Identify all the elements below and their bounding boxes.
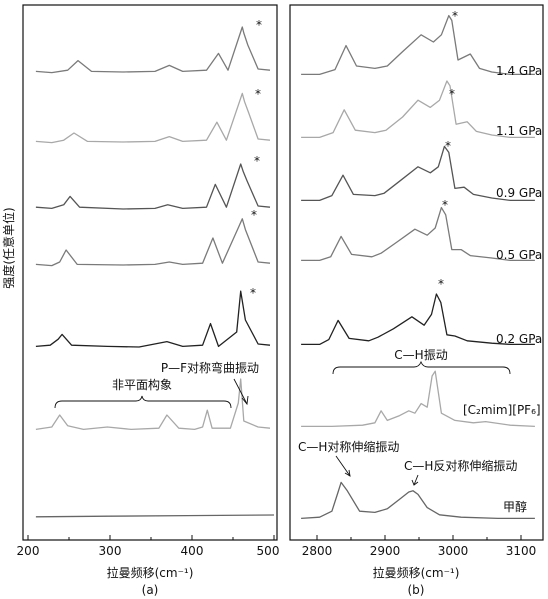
peak-star-marker: * <box>254 154 260 168</box>
panel-a-x-ticks <box>27 535 275 540</box>
nonplanar-annotation: 非平面构象 <box>112 377 172 392</box>
ch-vibration-brace <box>332 360 511 375</box>
panel-b-tick-label: 3000 <box>438 544 469 558</box>
trace-label-1-1-gpa: 1.1 GPa <box>496 124 542 138</box>
panel-b-tick-label: 2800 <box>302 544 333 558</box>
series-line-a-4 <box>35 290 271 348</box>
peak-star-marker: * <box>452 9 458 23</box>
trace-label-1-4-gpa: 1.4 GPa <box>496 64 542 78</box>
ch-asym-stretch-arrow <box>413 474 419 486</box>
series-line-a-2 <box>35 163 271 210</box>
series-line-b-1 <box>301 80 535 139</box>
peak-star-marker: * <box>438 277 444 291</box>
panel-a-tick-label: 300 <box>99 544 122 558</box>
panel-a-series-group <box>35 26 275 518</box>
panel-b-series-group <box>301 14 535 520</box>
panel-a-x-axis-label: 拉曼频移(cm⁻¹) <box>107 565 194 580</box>
y-axis-label: 强度(任意单位) <box>1 207 16 288</box>
trace-label-ionic-liquid: [C₂mim][PF₆] <box>463 403 541 417</box>
panel-a-tick-label: 400 <box>181 544 204 558</box>
series-line-a-0 <box>35 26 271 74</box>
pf-bending-annotation: P—F对称弯曲振动 <box>161 360 259 375</box>
panel-b-frame <box>289 4 544 541</box>
peak-star-marker: * <box>251 208 257 222</box>
panel-a-tick-label: 200 <box>17 544 40 558</box>
series-line-b-3 <box>301 206 535 262</box>
ch-vibration-annotation: C—H振动 <box>394 348 447 362</box>
peak-star-marker: * <box>449 87 455 101</box>
ch-sym-stretch-arrowhead <box>344 469 351 477</box>
peak-star-marker: * <box>445 139 451 153</box>
trace-label-methanol: 甲醇 <box>503 499 527 514</box>
series-line-b-0 <box>301 14 535 76</box>
panel-b-tick-label: 2900 <box>370 544 401 558</box>
panel-b-x-axis-label: 拉曼频移(cm⁻¹) <box>373 565 460 580</box>
ch-asym-stretch-annotation: C—H反对称伸缩振动 <box>404 458 517 473</box>
series-line-b-5 <box>301 370 535 428</box>
peak-star-marker: * <box>442 198 448 212</box>
panel-b-x-ticks <box>316 535 522 540</box>
ch-sym-stretch-annotation: C—H对称伸缩振动 <box>298 439 399 454</box>
pf-bending-arrowhead <box>241 395 249 406</box>
series-line-a-1 <box>35 92 271 144</box>
pf-bending-arrow <box>233 378 248 405</box>
ch-asym-stretch-arrowhead <box>411 479 419 486</box>
trace-label-0-9-gpa: 0.9 GPa <box>496 186 542 200</box>
series-line-a-5 <box>35 378 271 431</box>
panel-a-caption: (a) <box>142 583 159 597</box>
series-line-a-3 <box>35 218 271 267</box>
ch-sym-stretch-arrow <box>335 455 351 477</box>
trace-label-0-5-gpa: 0.5 GPa <box>496 248 542 262</box>
series-line-b-6 <box>301 481 535 520</box>
panel-a-tick-label: 500 <box>257 544 280 558</box>
panel-a-frame <box>22 4 278 541</box>
panel-b-caption: (b) <box>408 583 425 597</box>
trace-label-0-2-gpa: 0.2 GPa <box>496 332 542 346</box>
series-line-b-4 <box>301 293 535 346</box>
peak-star-marker: * <box>250 286 256 300</box>
series-line-b-2 <box>301 145 535 202</box>
nonplanar-brace <box>54 395 232 409</box>
panel-b-tick-label: 3100 <box>506 544 537 558</box>
peak-star-marker: * <box>255 87 261 101</box>
series-line-a-6 <box>35 514 275 518</box>
peak-star-marker: * <box>256 18 262 32</box>
